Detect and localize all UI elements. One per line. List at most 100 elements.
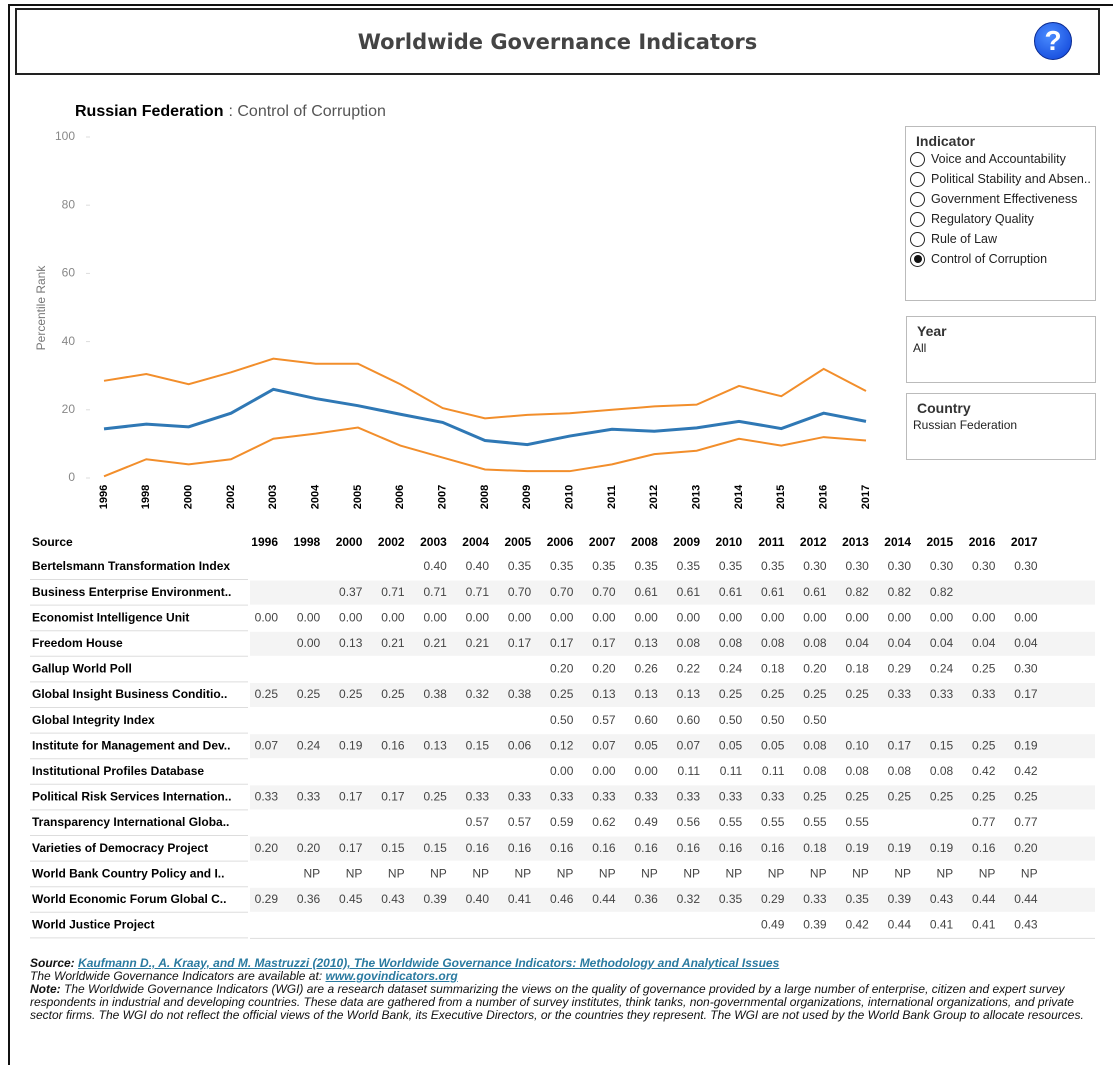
- radio-option[interactable]: Government Effectiveness: [910, 189, 1095, 209]
- column-header: 2014: [884, 535, 911, 549]
- series-line: [103, 426, 867, 478]
- table-cell: 0.16: [677, 841, 701, 855]
- table-cell: 0.25: [423, 790, 447, 804]
- table-cell: 0.41: [508, 892, 532, 906]
- table-cell: 0.16: [761, 841, 785, 855]
- row-source: Global Insight Business Conditio..: [32, 687, 227, 701]
- table-cell: 0.55: [845, 815, 869, 829]
- table-cell: 0.25: [381, 687, 405, 701]
- x-tick-label: 2013: [691, 485, 703, 509]
- table-cell: 0.82: [930, 585, 954, 599]
- chart-title-country: Russian Federation: [75, 103, 223, 120]
- table-cell: NP: [852, 866, 869, 880]
- table-cell: 0.08: [845, 764, 869, 778]
- table-cell: 0.17: [339, 790, 363, 804]
- table-cell: 0.55: [719, 815, 743, 829]
- table-cell: 0.30: [803, 559, 827, 573]
- table-cell: 0.16: [592, 841, 616, 855]
- x-tick-label: 2016: [818, 485, 830, 509]
- table-cell: 0.00: [297, 636, 321, 650]
- source-label: Source:: [30, 956, 75, 970]
- year-panel: Year All: [906, 316, 1096, 383]
- radio-button: [910, 171, 925, 187]
- source-link[interactable]: Kaufmann D., A. Kraay, and M. Mastruzzi …: [78, 956, 780, 970]
- table-cell: 0.57: [592, 713, 616, 727]
- table-cell: 0.57: [466, 815, 490, 829]
- radio-option[interactable]: Control of Corruption: [910, 249, 1095, 269]
- table-cell: 0.10: [845, 738, 869, 752]
- table-cell: 0.38: [423, 687, 447, 701]
- table-cell: 0.11: [762, 764, 785, 778]
- table-cell: 0.62: [592, 815, 616, 829]
- country-panel: Country Russian Federation: [906, 393, 1096, 460]
- table-cell: 0.43: [930, 892, 954, 906]
- year-value[interactable]: All: [913, 341, 927, 355]
- table-cell: 0.13: [339, 636, 363, 650]
- table-cell: 0.17: [339, 841, 363, 855]
- column-header: 2002: [378, 535, 405, 549]
- help-button[interactable]: ?: [1034, 22, 1072, 60]
- x-tick-label: 2004: [310, 484, 322, 509]
- panel-title: Country: [917, 400, 971, 416]
- row-source: Freedom House: [32, 636, 123, 650]
- panel-title: Indicator: [916, 133, 976, 149]
- radio-option[interactable]: Voice and Accountability: [910, 149, 1095, 169]
- table-cell: 0.39: [423, 892, 447, 906]
- row-source: Institutional Profiles Database: [32, 764, 204, 778]
- chart-title: Russian Federation: Control of Corruptio…: [75, 103, 386, 120]
- x-tick-label: 2000: [183, 485, 195, 509]
- table-cell: 0.35: [508, 559, 532, 573]
- table-cell: 0.04: [888, 636, 912, 650]
- table-cell: 0.38: [508, 687, 532, 701]
- table-cell: 0.07: [592, 738, 616, 752]
- table-header: Source: [32, 535, 73, 549]
- available-link[interactable]: www.govindicators.org: [325, 969, 458, 983]
- table-cell: 0.33: [803, 892, 827, 906]
- available-text: The Worldwide Governance Indicators are …: [30, 969, 323, 983]
- table-cell: 0.42: [1014, 764, 1038, 778]
- radio-button: [910, 151, 925, 167]
- table-cell: 0.33: [888, 687, 912, 701]
- x-tick-label: 2002: [225, 485, 237, 509]
- table-cell: 0.25: [845, 790, 869, 804]
- table-cell: 0.00: [339, 610, 363, 624]
- table-cell: 0.00: [719, 610, 743, 624]
- column-header: 2013: [842, 535, 869, 549]
- column-header: 2007: [589, 535, 616, 549]
- x-tick-label: 2011: [606, 485, 618, 509]
- x-tick-label: 2014: [733, 484, 745, 509]
- country-value[interactable]: Russian Federation: [913, 418, 1018, 432]
- y-tick-label: 80: [62, 197, 76, 211]
- table-cell: 0.25: [339, 687, 363, 701]
- table-cell: 0.32: [466, 687, 490, 701]
- table-cell: 0.71: [381, 585, 405, 599]
- header: Worldwide Governance Indicators ?: [15, 8, 1100, 75]
- radio-button: [910, 211, 925, 227]
- table-cell: 0.30: [930, 559, 954, 573]
- radio-selected: [913, 255, 922, 263]
- table-cell: 0.35: [719, 892, 743, 906]
- column-header: 2008: [631, 535, 658, 549]
- table-cell: 0.35: [719, 559, 743, 573]
- table-cell: 0.44: [972, 892, 996, 906]
- table-cell: NP: [430, 866, 447, 880]
- table-cell: NP: [346, 866, 363, 880]
- table-cell: 0.45: [339, 892, 363, 906]
- table-cell: 0.71: [466, 585, 490, 599]
- table-cell: 0.11: [678, 764, 701, 778]
- y-tick-label: 60: [62, 266, 76, 280]
- radio-option[interactable]: Political Stability and Absen..: [910, 169, 1095, 189]
- table-cell: 0.00: [508, 610, 532, 624]
- row-band: [250, 836, 1095, 861]
- table-cell: 0.00: [466, 610, 490, 624]
- radio-option[interactable]: Rule of Law: [910, 229, 1095, 249]
- table-cell: 0.33: [550, 790, 574, 804]
- table-cell: 0.17: [381, 790, 405, 804]
- table-cell: 0.42: [972, 764, 996, 778]
- available-line: The Worldwide Governance Indicators are …: [30, 970, 1095, 983]
- table-cell: 0.70: [508, 585, 532, 599]
- radio-option[interactable]: Regulatory Quality: [910, 209, 1095, 229]
- table-cell: 0.15: [381, 841, 405, 855]
- table-cell: 0.17: [508, 636, 532, 650]
- table-cell: 0.61: [677, 585, 701, 599]
